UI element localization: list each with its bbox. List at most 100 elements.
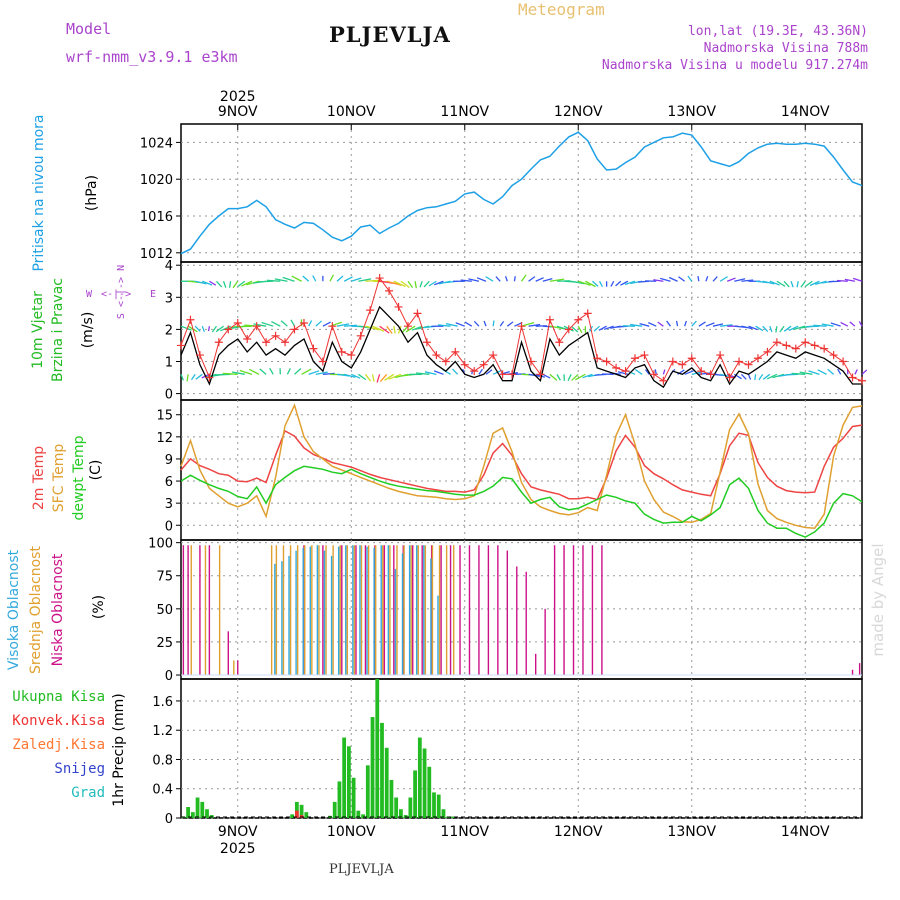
wind-title-line2: Brzina i Pravac [50,278,66,382]
precip-total-bar [436,794,441,818]
wind-barb [180,374,184,381]
wind-barb [741,325,753,330]
wind-gust-marker [782,341,791,350]
wind-barb [290,319,296,327]
wind-barb [423,280,430,288]
wind-gust-marker [763,347,772,356]
wind-barb [719,276,728,282]
wind-barb [772,373,785,379]
wind-gust-marker [791,344,800,353]
wind-gust-marker [839,357,848,366]
wind-barb [220,325,231,332]
wind-gust-marker [479,360,488,369]
y-tick-label: 75 [156,570,173,585]
wind-gust-marker [243,335,252,344]
y-tick-label: 6 [165,475,173,490]
wind-barb [687,275,693,282]
wind-barb [336,323,350,327]
wind-barb [434,280,444,286]
wind-barb [793,325,806,331]
wind-barb [852,277,863,282]
compass-ew-arrows: <-|-> [101,289,131,300]
wind-gust-marker [545,315,554,324]
wind-barb [684,370,694,375]
wind-barb [762,325,769,333]
wind-barb [815,280,827,286]
wind-gust-marker [621,367,630,376]
wind-gust-marker [441,357,450,366]
wind-barb [194,325,201,332]
wind-gust-marker [394,302,403,311]
wind-barb [788,325,799,332]
wind-barb [186,374,189,382]
precip-total-bar [200,801,205,818]
wind-barb [271,320,281,327]
y-tick-label: 0 [165,669,173,684]
wind-barb [762,373,771,380]
precip-total-bar [304,812,309,818]
wind-barb [464,321,473,327]
wind-barb [620,280,629,286]
wind-barb [645,369,650,375]
wind-barb [261,321,274,327]
wind-barb [542,373,551,379]
wind-barb [783,280,790,288]
wind-barb [209,280,217,286]
station-title: PLJEVLJA [329,22,451,47]
x-tick-label-top: 10NOV [327,104,376,120]
wind-barb [445,322,458,327]
wind-barb [211,325,218,333]
wind-gust-marker [366,306,375,315]
wind-barb [806,325,820,328]
wind-barb [513,276,516,282]
wind-gust-marker [422,338,431,347]
wind-gust-marker [602,357,611,366]
wind-barb [535,277,544,282]
precip-total-bar [451,816,455,818]
wind-gust-marker [753,354,762,363]
y-tick-label: 9 [165,453,173,468]
wind-barb [228,281,232,288]
temp-dewpt-line [180,465,863,538]
year-label-bottom: 2025 [220,841,256,857]
y-tick-label: 2 [165,323,173,338]
wind-gust-marker [564,325,573,334]
wind-gust-marker [318,357,327,366]
wind-gust-marker [347,351,356,360]
wind-barb [705,276,709,282]
wind-barb [215,325,224,333]
wind-barb [666,320,671,327]
wind-gust-marker [725,373,734,382]
precip-total-bar [356,810,361,818]
wind-gust-marker [460,360,469,369]
y-tick-label: 1.6 [152,695,173,710]
wind-barb [520,274,527,282]
wind-gust-marker [555,338,564,347]
wind-barb [755,325,764,332]
wind-barb [615,280,622,287]
wind-barb [379,373,388,382]
wind-gust-marker [593,354,602,363]
wind-barb [639,322,650,327]
precip-total-bar [365,765,370,818]
precip-total-bar [299,804,304,818]
wind-title-line1: 10m Vjetar [30,291,46,369]
y-tick-label: 25 [156,636,173,651]
wind-barb [274,278,288,282]
wind-barb [308,320,313,327]
model-elevation-label: Nadmorska Visina u modelu 917.274m [601,58,868,73]
wind-gust-marker [772,338,781,347]
wind-barb [483,320,487,327]
wind-barb [837,368,842,375]
wind-barb [648,322,657,327]
wind-barb [675,320,679,327]
wind-barb [428,280,437,287]
wind-gust-marker [517,322,526,331]
wind-gust-marker [233,318,242,327]
wind-gust-marker [716,351,725,360]
wind-barb [312,275,317,282]
wind-gust-marker [413,309,422,318]
wind-gust-marker [640,351,649,360]
panel-frame [180,123,863,263]
wind-speed-line [180,305,862,389]
